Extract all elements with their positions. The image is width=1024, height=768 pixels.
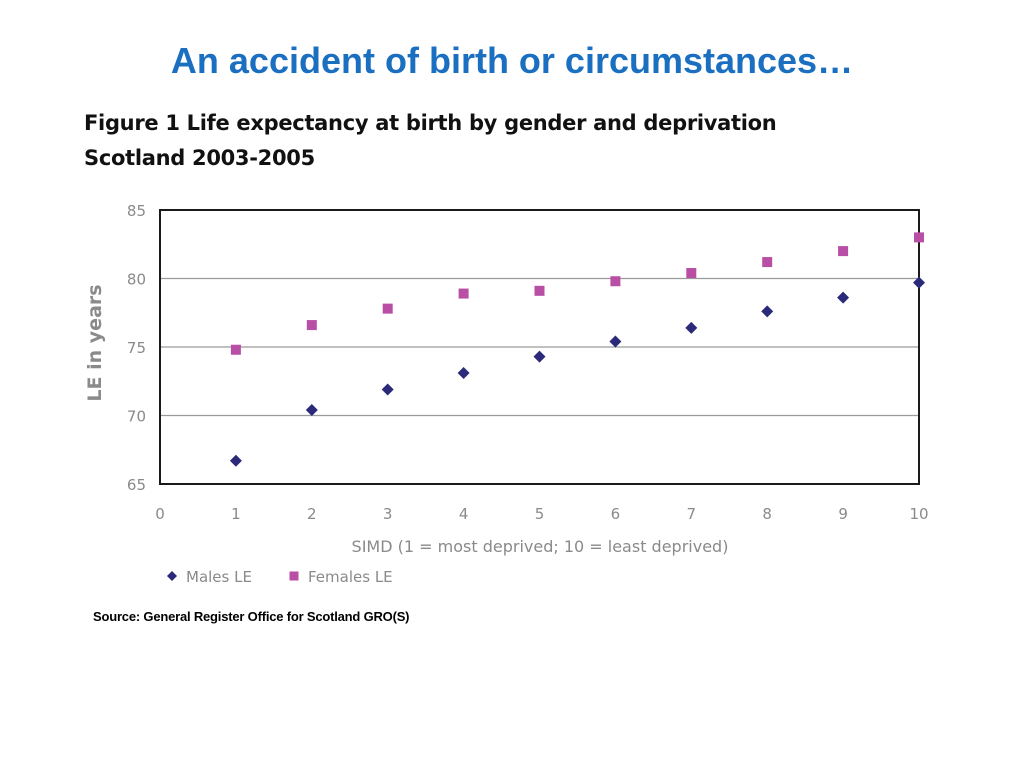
legend-marker-males-le <box>167 571 177 581</box>
data-points <box>229 232 925 467</box>
males-le-point <box>761 305 774 318</box>
males-le-point <box>685 321 698 334</box>
females-le-point <box>610 276 621 287</box>
y-axis-label: LE in years <box>84 284 106 401</box>
x-tick-label: 5 <box>535 505 545 523</box>
x-tick-label: 8 <box>762 505 772 523</box>
females-le-point <box>914 232 924 243</box>
y-tick-label: 80 <box>127 271 146 289</box>
figure-caption-line-2: Scotland 2003-2005 <box>84 146 315 170</box>
males-le-point <box>913 276 925 289</box>
x-tick-label: 7 <box>687 505 697 523</box>
males-le-point <box>533 350 546 363</box>
source-note: Source: General Register Office for Scot… <box>93 609 410 624</box>
legend-label-females-le: Females LE <box>308 568 393 586</box>
females-le-point <box>230 344 241 355</box>
males-le-point <box>305 404 318 417</box>
y-tick-label: 70 <box>127 408 146 426</box>
x-tick-label: 1 <box>231 505 241 523</box>
females-le-point <box>306 320 317 331</box>
figure-caption: Figure 1 Life expectancy at birth by gen… <box>84 106 904 176</box>
plot-area-frame <box>159 209 920 485</box>
slide-title: An accident of birth or circumstances… <box>170 40 854 81</box>
figure-caption-line-1: Figure 1 Life expectancy at birth by gen… <box>84 111 777 135</box>
x-tick-label: 6 <box>611 505 621 523</box>
females-le-point <box>686 268 697 279</box>
x-axis-ticks: 0 1 2 3 4 5 6 7 8 9 10 <box>155 505 928 523</box>
females-le-point <box>458 288 469 299</box>
females-le-point <box>382 303 393 314</box>
y-tick-label: 85 <box>127 202 146 220</box>
y-axis-ticks: 65 70 75 80 85 <box>127 202 146 494</box>
x-tick-label: 0 <box>155 505 165 523</box>
males-le-point <box>229 454 242 467</box>
females-le-point <box>762 257 773 268</box>
x-tick-label: 4 <box>459 505 469 523</box>
females-le-point <box>534 285 545 296</box>
males-le-point <box>381 383 394 396</box>
grid-lines <box>160 277 919 417</box>
females-le-point <box>838 246 849 257</box>
x-tick-label: 2 <box>307 505 317 523</box>
y-tick-label: 65 <box>127 476 146 494</box>
legend: Males LE Females LE <box>167 568 393 586</box>
x-tick-label: 3 <box>383 505 393 523</box>
y-tick-label: 75 <box>127 339 146 357</box>
legend-marker-females-le <box>289 571 299 581</box>
x-tick-label: 9 <box>838 505 848 523</box>
x-tick-label: 10 <box>909 505 928 523</box>
males-le-point <box>837 291 850 304</box>
legend-label-males-le: Males LE <box>186 568 252 586</box>
males-le-point <box>457 367 470 380</box>
males-le-point <box>609 335 622 348</box>
x-axis-label: SIMD (1 = most deprived; 10 = least depr… <box>352 537 729 556</box>
